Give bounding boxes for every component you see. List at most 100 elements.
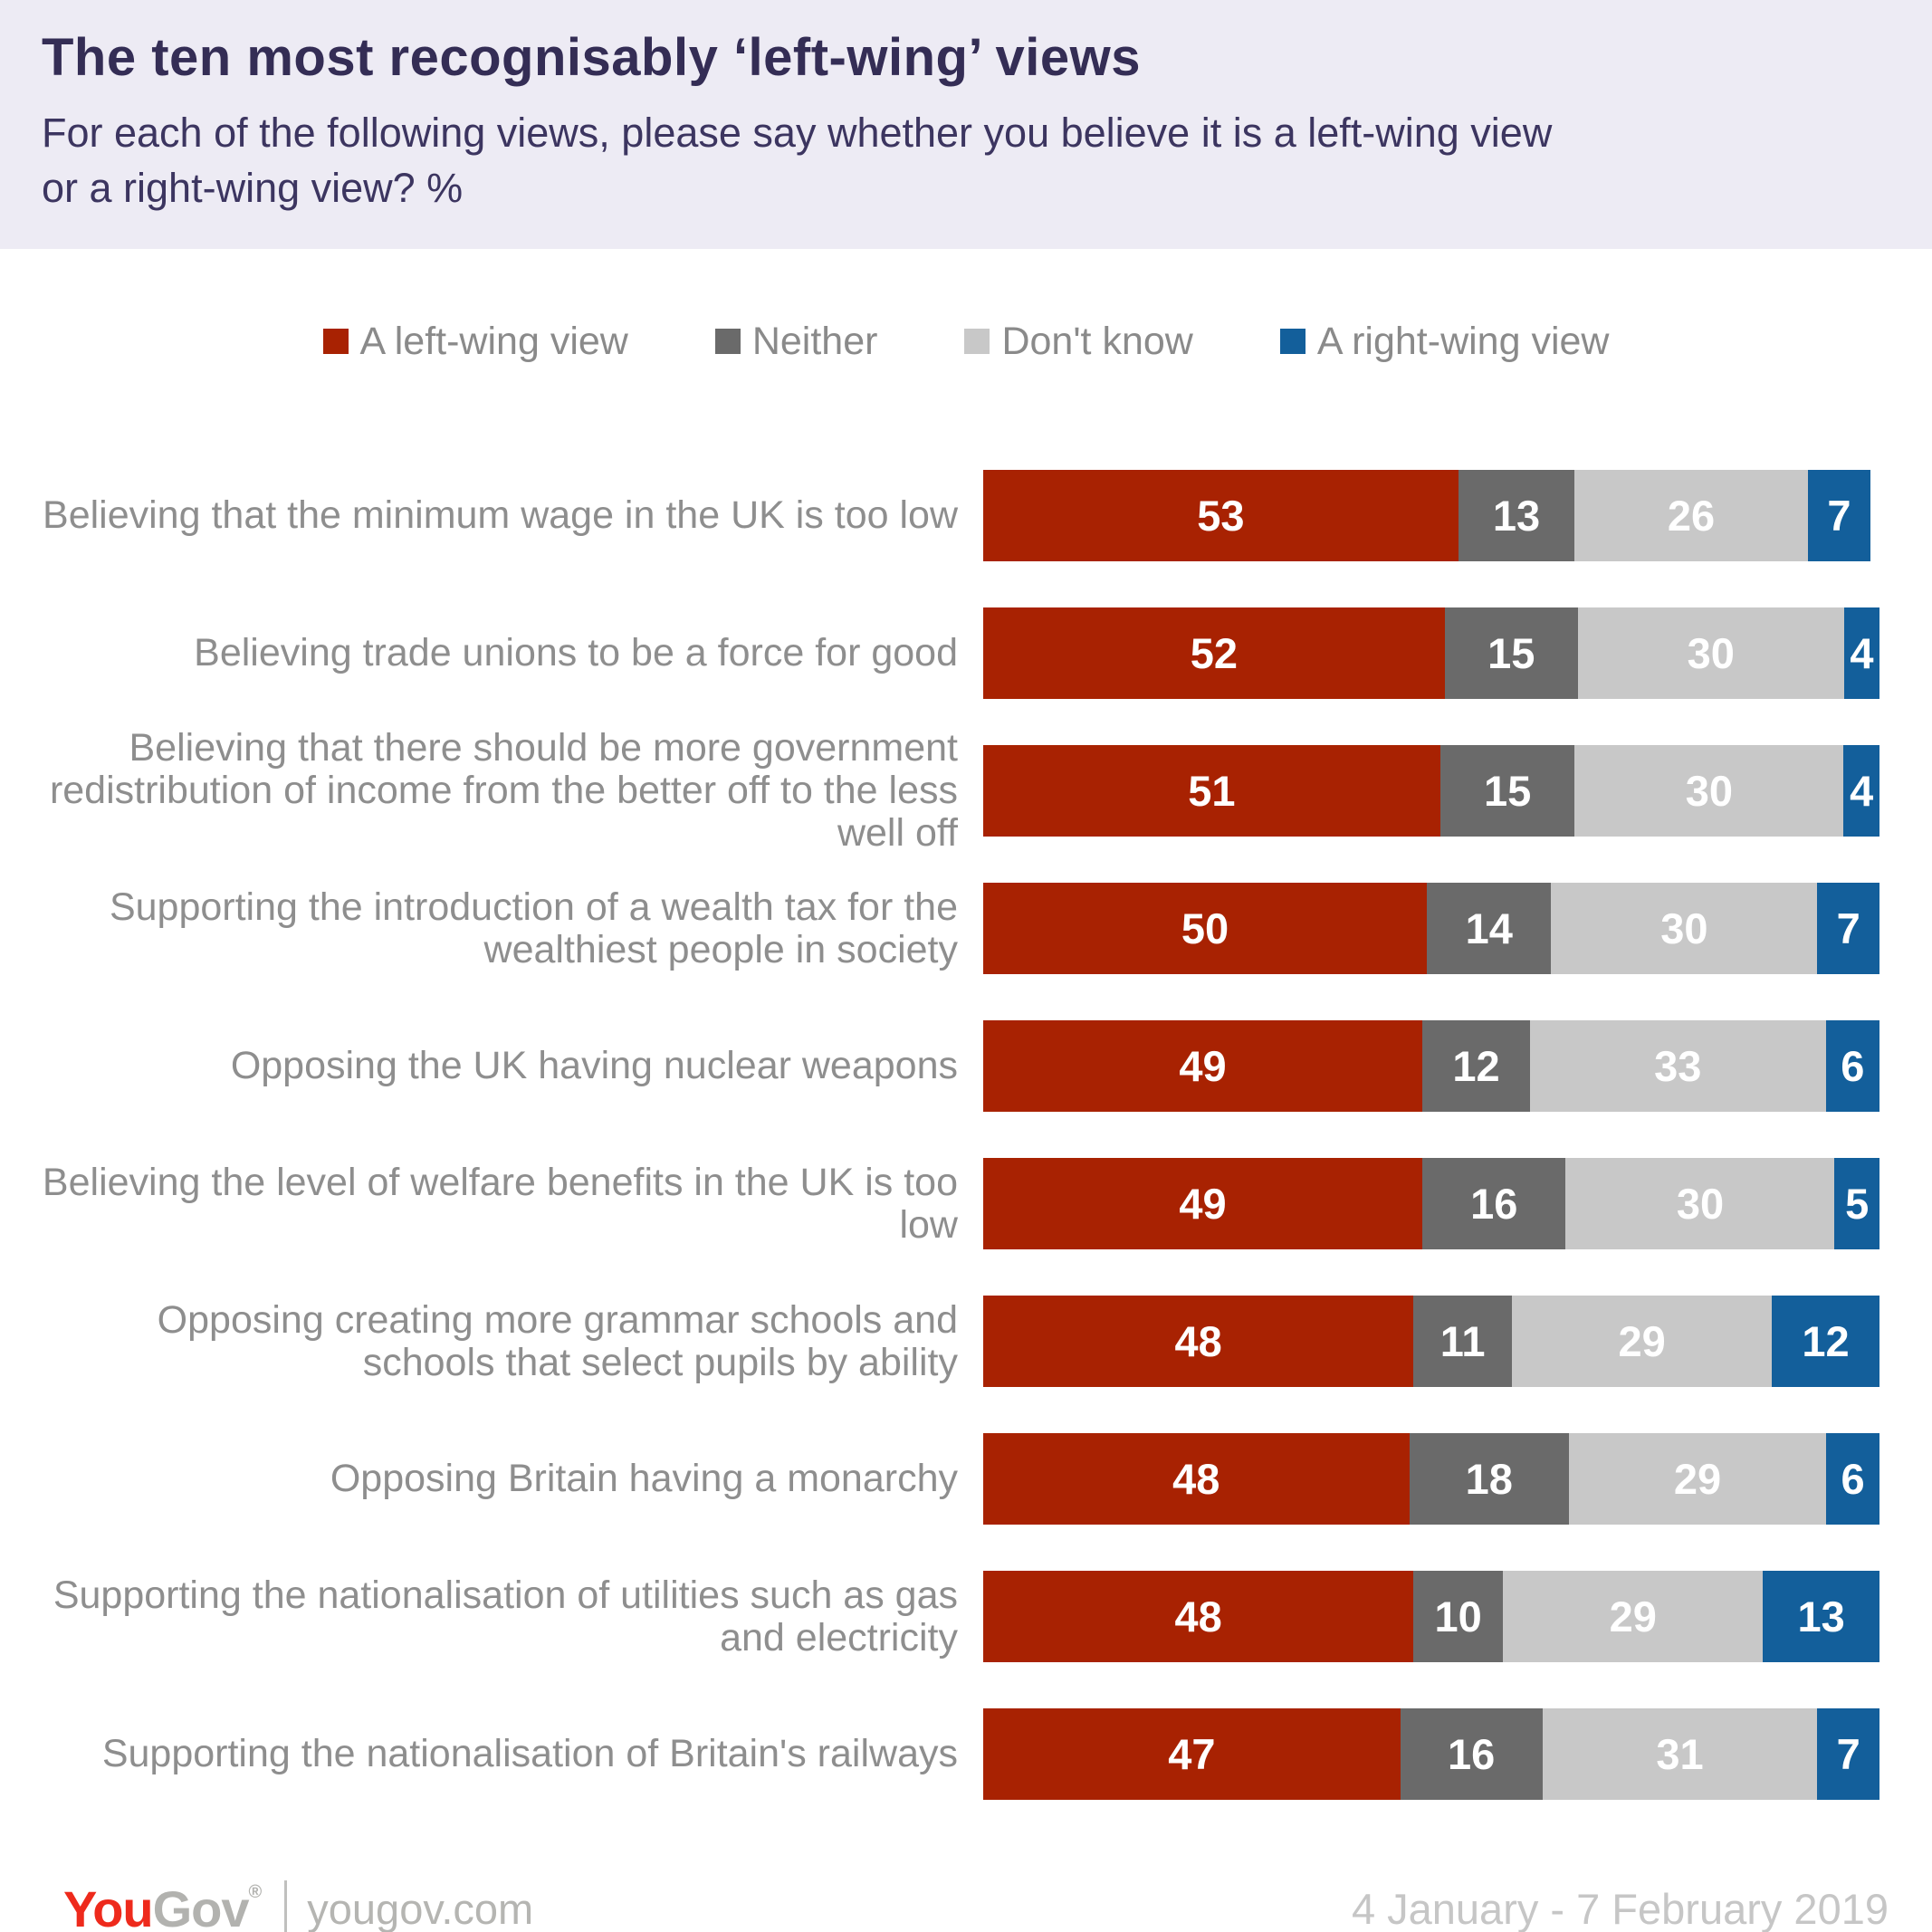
bar-segment-dont-know: 26 xyxy=(1574,470,1808,561)
yougov-logo: YouGov® xyxy=(63,1879,263,1932)
bar-segment-right-wing: 7 xyxy=(1817,1708,1879,1800)
category-label: Opposing Britain having a monarchy xyxy=(330,1457,958,1501)
bar-value: 53 xyxy=(1197,492,1245,540)
bar-segment-left-wing: 53 xyxy=(983,470,1459,561)
legend-label: Neither xyxy=(751,319,878,363)
bar-value: 7 xyxy=(1827,492,1851,540)
bar-segment-dont-know: 30 xyxy=(1577,607,1844,699)
chart-row: Believing the level of welfare benefits … xyxy=(36,1135,1932,1273)
bar-value: 4 xyxy=(1850,629,1874,677)
stacked-bar: 50 14 30 7 xyxy=(983,883,1879,974)
bar-value: 30 xyxy=(1660,904,1708,952)
bar-segment-neither: 18 xyxy=(1409,1433,1569,1525)
bar-value: 6 xyxy=(1841,1455,1865,1503)
legend-item-neither: Neither xyxy=(714,319,878,364)
category-label: Supporting the nationalisation of Britai… xyxy=(101,1732,958,1776)
chart-row: Supporting the nationalisation of utilit… xyxy=(36,1548,1932,1686)
legend-item-right-wing: A right-wing view xyxy=(1279,319,1610,364)
yougov-brand: YouGov® yougov.com xyxy=(63,1879,533,1932)
bar-value: 5 xyxy=(1845,1180,1870,1228)
stacked-bar: 49 12 33 6 xyxy=(983,1020,1879,1112)
category-label: Opposing creating more grammar schools a… xyxy=(157,1297,958,1384)
bar-segment-dont-know: 29 xyxy=(1503,1571,1764,1662)
bar-value: 47 xyxy=(1168,1730,1216,1778)
bar-value: 13 xyxy=(1797,1592,1845,1640)
category-label: Believing that the minimum wage in the U… xyxy=(43,493,958,538)
bar-value: 26 xyxy=(1667,492,1716,540)
stacked-bar: 52 15 30 4 xyxy=(983,607,1879,699)
legend-item-dont-know: Don't know xyxy=(964,320,1193,364)
legend-item-left-wing: A left-wing view xyxy=(322,319,628,364)
yougov-url: yougov.com xyxy=(307,1884,534,1932)
bar-value: 16 xyxy=(1447,1730,1496,1778)
logo-you: You xyxy=(63,1879,154,1932)
bar-segment-neither: 11 xyxy=(1413,1296,1513,1387)
bar-segment-dont-know: 33 xyxy=(1529,1020,1826,1112)
legend-swatch-left-wing-icon xyxy=(322,329,349,354)
bar-segment-right-wing: 12 xyxy=(1772,1296,1879,1387)
subtitle-line-1: For each of the following views, please … xyxy=(42,110,1553,156)
subtitle-line-2: or a right-wing view? % xyxy=(42,164,464,211)
chart-rows: Believing that the minimum wage in the U… xyxy=(36,447,1932,1823)
category-label: Supporting the nationalisation of utilit… xyxy=(53,1573,958,1659)
registered-mark-icon: ® xyxy=(248,1881,263,1902)
legend-swatch-dont-know-icon xyxy=(964,329,990,354)
chart-row: Opposing Britain having a monarchy 48 18 2… xyxy=(36,1411,1932,1548)
bar-value: 29 xyxy=(1618,1317,1666,1365)
bar-segment-left-wing: 48 xyxy=(983,1571,1414,1662)
bar-segment-neither: 15 xyxy=(1439,745,1575,837)
bar-segment-neither: 14 xyxy=(1427,883,1552,974)
bar-value: 16 xyxy=(1470,1180,1518,1228)
bar-segment-right-wing: 6 xyxy=(1826,1433,1879,1525)
chart-row: Opposing creating more grammar schools a… xyxy=(36,1273,1932,1411)
bar-segment-right-wing: 4 xyxy=(1843,607,1879,699)
bar-value: 49 xyxy=(1179,1042,1227,1090)
bar-segment-neither: 10 xyxy=(1413,1571,1504,1662)
bar-segment-left-wing: 47 xyxy=(983,1708,1401,1800)
logo-gov: Gov xyxy=(152,1879,250,1932)
page-title: The ten most recognisably ‘left-wing’ vi… xyxy=(42,28,1141,87)
chart-row: Believing trade unions to be a force for… xyxy=(36,585,1932,722)
bar-segment-left-wing: 49 xyxy=(983,1020,1423,1112)
category-label: Supporting the introduction of a wealth … xyxy=(109,885,958,971)
bar-segment-dont-know: 29 xyxy=(1512,1296,1773,1387)
bar-segment-neither: 15 xyxy=(1444,607,1578,699)
legend-label: A right-wing view xyxy=(1316,319,1610,363)
legend-swatch-right-wing-icon xyxy=(1279,329,1306,354)
bar-segment-left-wing: 52 xyxy=(983,607,1445,699)
bar-segment-neither: 13 xyxy=(1458,470,1575,561)
bar-segment-right-wing: 13 xyxy=(1763,1571,1879,1662)
stacked-bar: 49 16 30 5 xyxy=(983,1158,1879,1249)
bar-value: 15 xyxy=(1484,767,1532,815)
legend-label: A left-wing view xyxy=(359,319,628,363)
bar-segment-right-wing: 4 xyxy=(1843,745,1879,837)
category-label: Believing trade unions to be a force for… xyxy=(194,631,958,675)
bar-segment-dont-know: 30 xyxy=(1574,745,1844,837)
bar-segment-dont-know: 30 xyxy=(1551,883,1818,974)
chart-row: Believing that the minimum wage in the U… xyxy=(36,447,1932,585)
footer: YouGov® yougov.com 4 January - 7 Februar… xyxy=(0,1879,1932,1932)
stacked-bar: 53 13 26 7 xyxy=(983,470,1879,561)
bar-value: 48 xyxy=(1172,1455,1220,1503)
stacked-bar: 51 15 30 4 xyxy=(983,745,1879,837)
stacked-bar: 48 10 29 13 xyxy=(983,1571,1879,1662)
bar-segment-right-wing: 6 xyxy=(1825,1020,1879,1112)
bar-value: 51 xyxy=(1188,767,1236,815)
stacked-bar: 48 11 29 12 xyxy=(983,1296,1879,1387)
bar-value: 7 xyxy=(1836,1730,1860,1778)
bar-segment-neither: 16 xyxy=(1422,1158,1566,1249)
bar-segment-left-wing: 48 xyxy=(983,1433,1410,1525)
stacked-bar: 47 16 31 7 xyxy=(983,1708,1879,1800)
bar-segment-neither: 16 xyxy=(1400,1708,1543,1800)
legend-swatch-neither-icon xyxy=(714,329,741,354)
bar-segment-left-wing: 51 xyxy=(983,745,1440,837)
bar-value: 12 xyxy=(1452,1042,1500,1090)
bar-value: 52 xyxy=(1190,629,1238,677)
bar-value: 12 xyxy=(1802,1317,1850,1365)
bar-value: 11 xyxy=(1439,1317,1486,1365)
bar-segment-dont-know: 30 xyxy=(1565,1158,1835,1249)
bar-value: 29 xyxy=(1673,1455,1722,1503)
legend: A left-wing view Neither Don't know A ri… xyxy=(0,320,1932,364)
bar-segment-right-wing: 7 xyxy=(1817,883,1879,974)
